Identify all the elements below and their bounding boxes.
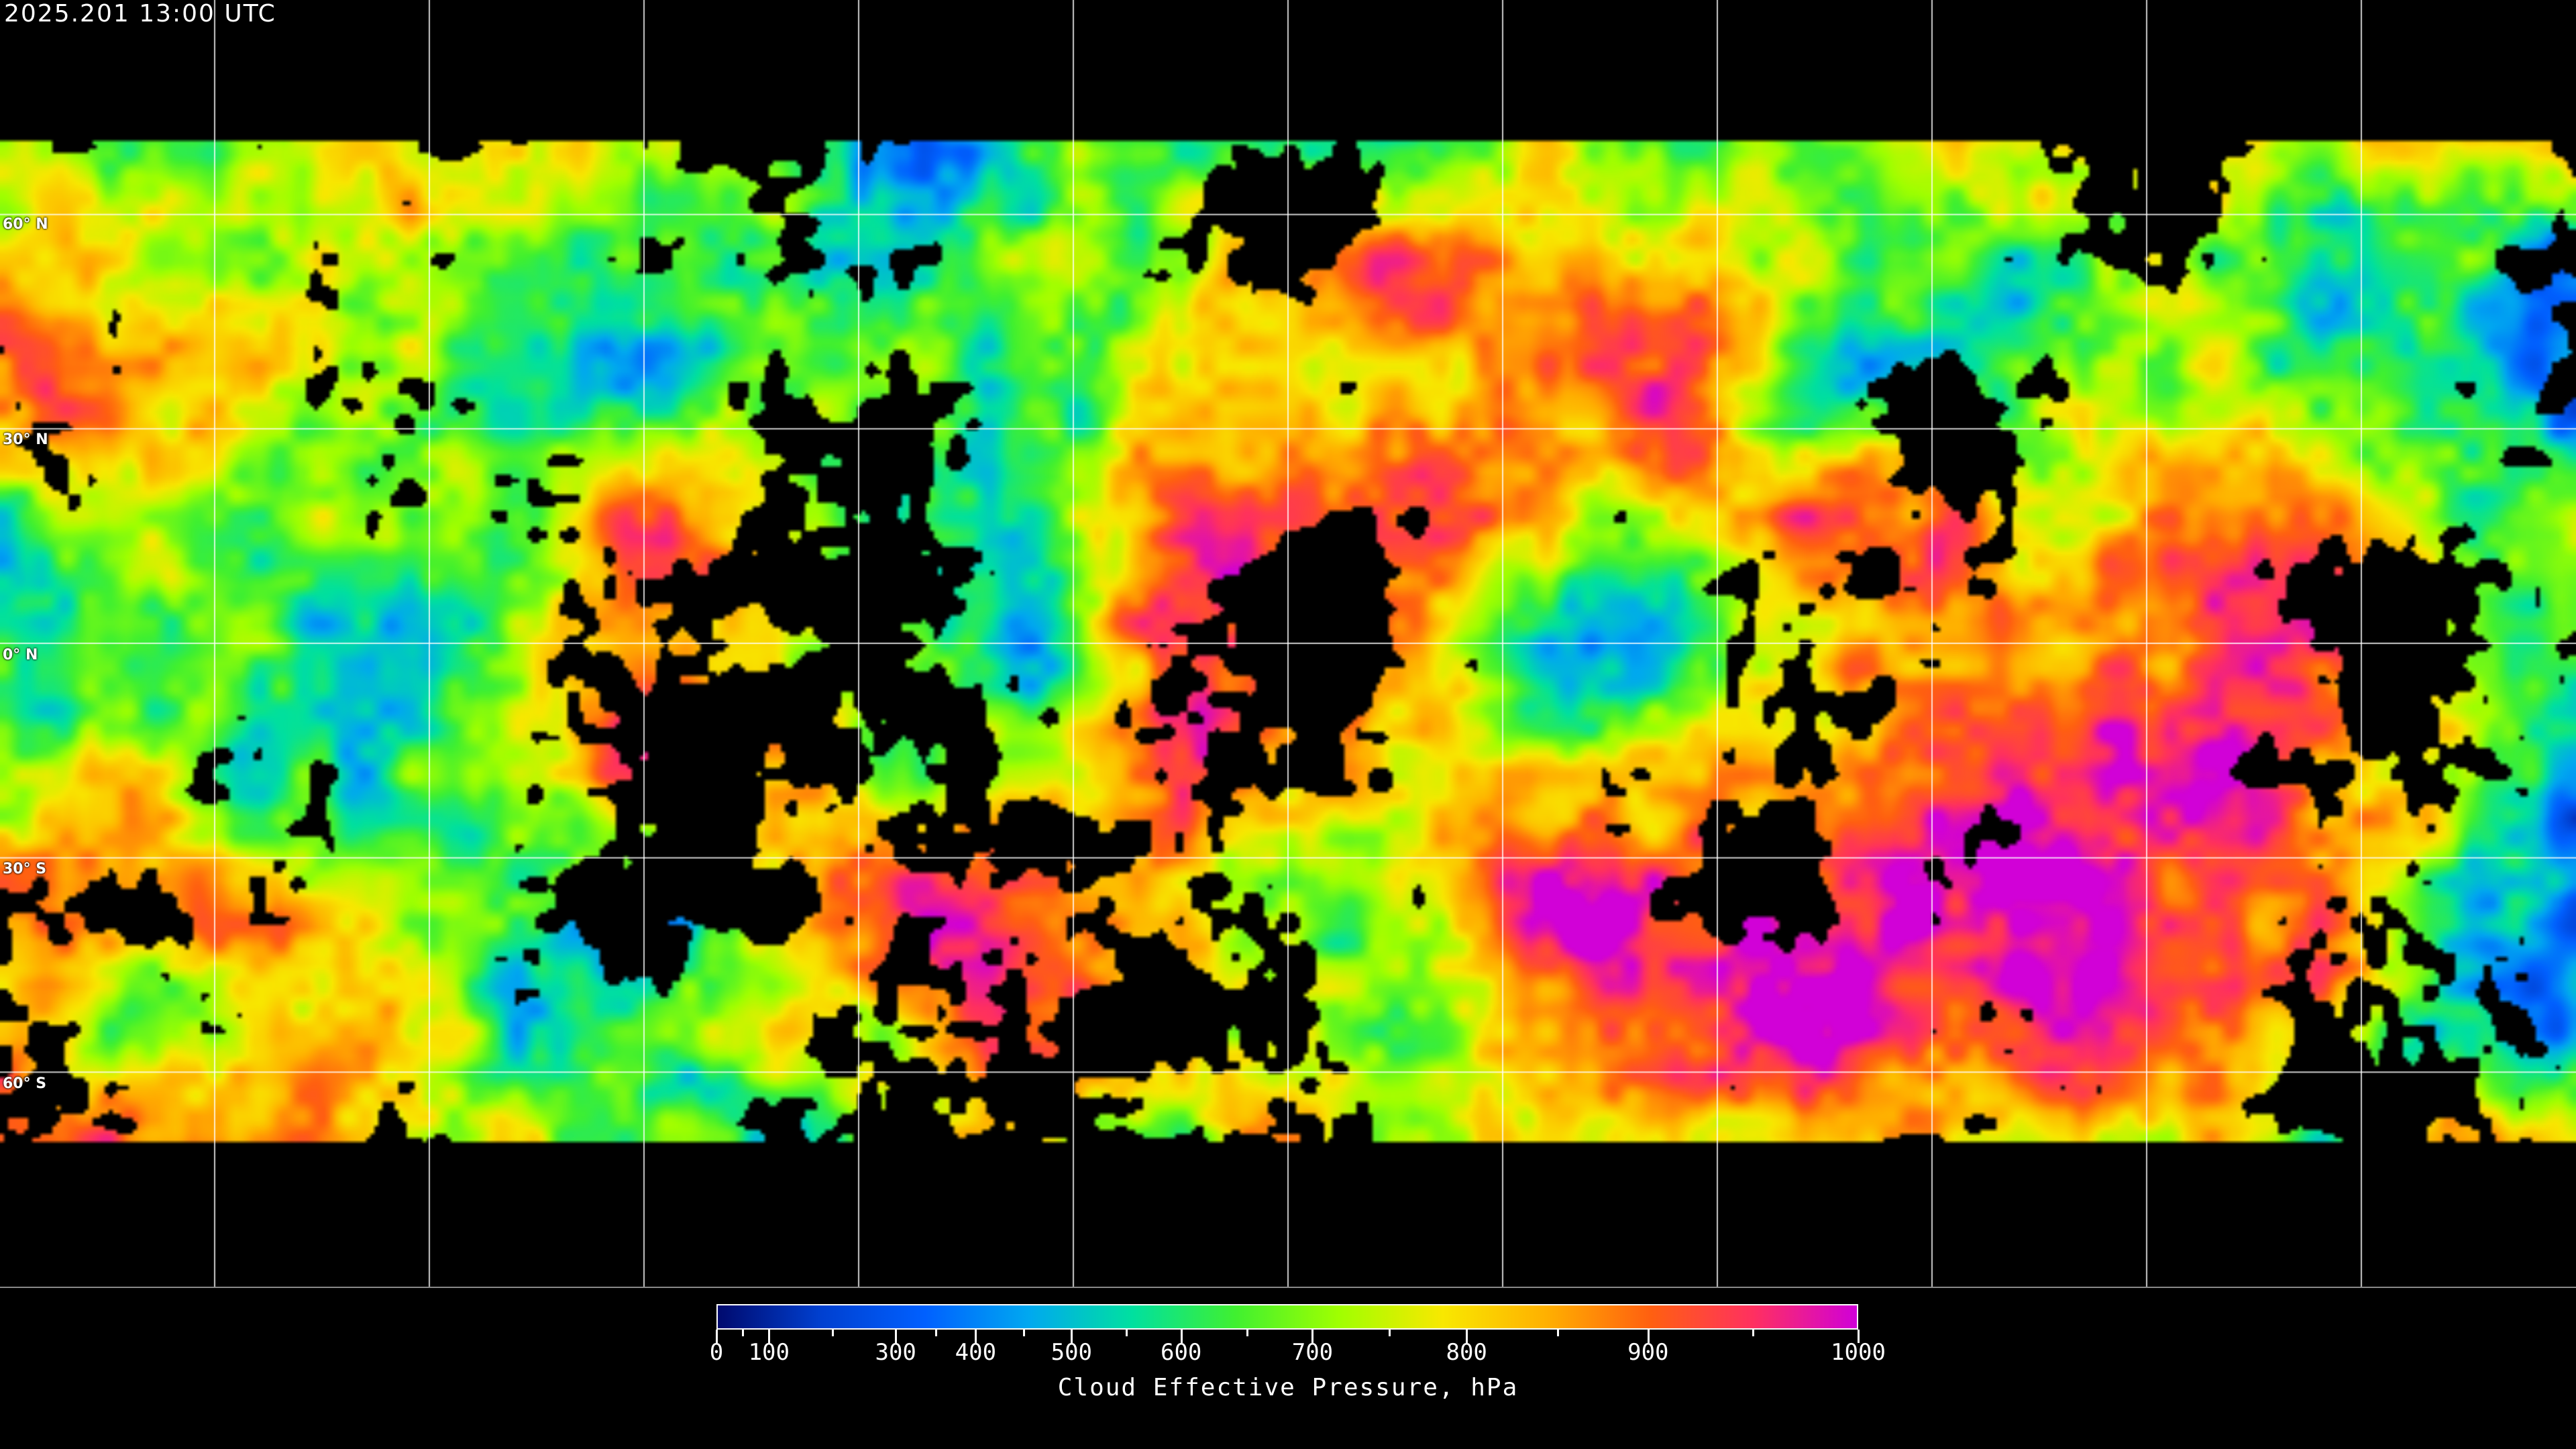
- lat-label-60n: 60° N: [3, 216, 48, 233]
- lat-label-0: 0° N: [3, 647, 38, 663]
- colorbar-minor-tick: [742, 1330, 745, 1336]
- colorbar-major-tick: [1647, 1330, 1650, 1343]
- colorbar-tick-label: 300: [875, 1339, 916, 1366]
- colorbar-minor-tick: [1246, 1330, 1248, 1336]
- colorbar-minor-tick: [1556, 1330, 1559, 1336]
- colorbar-tick-label: 600: [1160, 1339, 1202, 1366]
- colorbar-major-tick: [716, 1330, 718, 1343]
- colorbar-tick-label: 800: [1446, 1339, 1487, 1366]
- colorbar-tick-label: 100: [748, 1339, 790, 1366]
- colorbar-minor-tick: [1022, 1330, 1025, 1336]
- map-canvas: [0, 0, 2576, 1287]
- colorbar-major-tick: [975, 1330, 977, 1343]
- colorbar-minor-tick: [1752, 1330, 1755, 1336]
- colorbar-tick-label: 500: [1051, 1339, 1093, 1366]
- colorbar-tick-label: 900: [1627, 1339, 1669, 1366]
- colorbar-major-tick: [1180, 1330, 1183, 1343]
- timestamp: 2025.201 13:00 UTC: [4, 0, 276, 28]
- colorbar-tick-label: 1000: [1831, 1339, 1886, 1366]
- colorbar-major-tick: [1858, 1330, 1860, 1343]
- lat-label-30s: 30° S: [3, 861, 47, 877]
- lat-label-60s: 60° S: [3, 1075, 47, 1092]
- colorbar-major-tick: [1466, 1330, 1468, 1343]
- colorbar-tick-label: 0: [709, 1339, 724, 1366]
- cloud-pressure-map: [0, 0, 2576, 1288]
- colorbar-minor-tick: [1389, 1330, 1391, 1336]
- colorbar-title: Cloud Effective Pressure, hPa: [1057, 1374, 1519, 1401]
- colorbar-tick-label: 400: [955, 1339, 997, 1366]
- colorbar: [716, 1304, 1858, 1330]
- colorbar-major-tick: [1311, 1330, 1314, 1343]
- colorbar-minor-tick: [1126, 1330, 1128, 1336]
- colorbar-major-tick: [895, 1330, 898, 1343]
- lat-label-30n: 30° N: [3, 431, 48, 448]
- colorbar-minor-tick: [934, 1330, 937, 1336]
- colorbar-tick-label: 700: [1291, 1339, 1334, 1366]
- colorbar-major-tick: [1071, 1330, 1073, 1343]
- colorbar-major-tick: [768, 1330, 771, 1343]
- colorbar-minor-tick: [831, 1330, 834, 1336]
